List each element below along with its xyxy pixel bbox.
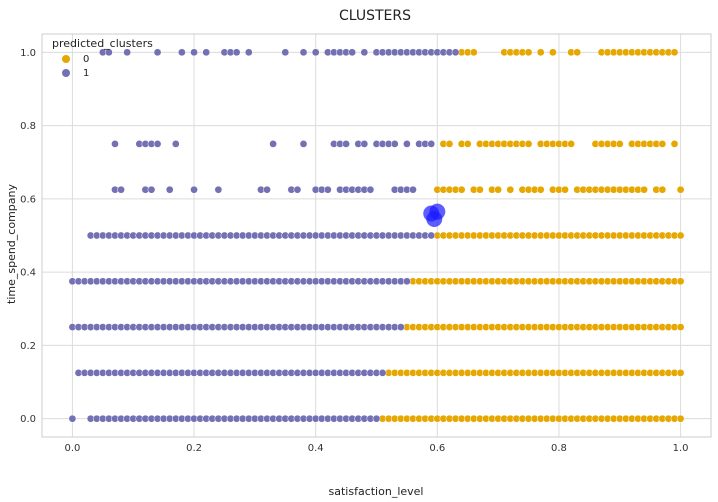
cluster-0-point xyxy=(676,231,685,240)
centroid-points xyxy=(423,203,446,228)
cluster-1-point xyxy=(427,231,436,240)
y-tick-label: 0.0 xyxy=(20,414,36,425)
cluster-0-point xyxy=(561,185,569,194)
cluster-1-point xyxy=(378,369,387,377)
cluster-0-point xyxy=(676,277,685,286)
cluster-0-point xyxy=(494,185,502,194)
cluster-1-point xyxy=(366,185,375,194)
cluster-1-point xyxy=(165,185,174,194)
cluster-1-point xyxy=(342,140,350,148)
cluster-1-point xyxy=(372,414,381,423)
cluster-0-point xyxy=(445,140,454,148)
cluster-1-point xyxy=(244,48,253,57)
cluster-0-point xyxy=(524,140,533,148)
cluster-0-point xyxy=(676,414,685,423)
legend-marker-1 xyxy=(62,69,70,77)
cluster-0-point xyxy=(536,185,545,194)
cluster-1-point xyxy=(147,185,156,194)
cluster-1-point xyxy=(153,140,162,148)
y-tick-label: 0.8 xyxy=(20,121,36,132)
cluster-1-point xyxy=(348,48,357,57)
cluster-1-point xyxy=(190,185,198,194)
y-axis-label: time_spend_company xyxy=(5,184,18,304)
cluster-1-point xyxy=(311,48,320,57)
cluster-1-point xyxy=(232,48,241,57)
legend: predicted_clusters 0 1 xyxy=(52,37,153,79)
cluster-0-point xyxy=(549,48,557,57)
legend-label-0: 0 xyxy=(83,54,89,65)
cluster-1-point xyxy=(171,140,180,148)
cluster-1-point xyxy=(427,140,436,148)
cluster-0-point xyxy=(463,140,472,148)
cluster-1-point xyxy=(269,140,277,148)
cluster-1-point xyxy=(111,140,119,148)
cluster-0-point xyxy=(476,185,484,194)
cluster-1-point xyxy=(403,277,411,286)
legend-label-1: 1 xyxy=(83,68,89,79)
y-tick-label: 1.0 xyxy=(20,48,36,59)
x-tick-label: 0.6 xyxy=(429,443,445,454)
cluster-1-point xyxy=(263,185,271,194)
x-axis-label: satisfaction_level xyxy=(329,485,424,498)
x-tick-label: 1.0 xyxy=(673,443,689,454)
legend-marker-0 xyxy=(62,55,70,63)
x-tick-label: 0.0 xyxy=(64,443,80,454)
cluster-1-point xyxy=(117,185,125,194)
cluster-0-point xyxy=(457,185,466,194)
cluster-0-point xyxy=(676,369,685,377)
cluster-1-point xyxy=(281,48,290,57)
cluster-0-point xyxy=(506,185,515,194)
cluster-1-point xyxy=(68,414,77,423)
x-tick-labels: 0.0 0.2 0.4 0.6 0.8 1.0 xyxy=(64,443,688,454)
y-tick-label: 0.6 xyxy=(20,194,36,205)
cluster-0-point xyxy=(536,48,545,57)
cluster-0-point xyxy=(670,48,679,57)
cluster-1-point xyxy=(451,48,460,57)
cluster-1-point xyxy=(202,48,211,57)
x-tick-label: 0.4 xyxy=(308,443,324,454)
chart-title: CLUSTERS xyxy=(339,8,411,24)
cluster-1-point xyxy=(153,48,162,57)
y-tick-labels: 0.0 0.2 0.4 0.6 0.8 1.0 xyxy=(20,48,36,425)
cluster-1-point xyxy=(323,185,332,194)
cluster-0-point xyxy=(573,48,582,57)
cluster-0-point xyxy=(658,140,667,148)
cluster-1-point xyxy=(214,185,223,194)
cluster-1-point xyxy=(360,140,369,148)
centroid-point xyxy=(429,203,446,220)
cluster-1-point xyxy=(123,48,131,57)
x-tick-label: 0.2 xyxy=(186,443,202,454)
x-tick-label: 0.8 xyxy=(551,443,567,454)
cluster-1-point xyxy=(299,48,308,57)
cluster-0-point xyxy=(670,140,679,148)
cluster-0-point xyxy=(567,140,575,148)
cluster-1-point xyxy=(403,140,411,148)
cluster-0-point xyxy=(524,48,533,57)
cluster-1-point xyxy=(190,48,198,57)
legend-title: predicted_clusters xyxy=(52,37,153,50)
cluster-0-point xyxy=(469,48,478,57)
cluster-0-point xyxy=(676,323,685,331)
data-points xyxy=(68,48,685,423)
cluster-0-point xyxy=(676,185,685,194)
cluster-0-point xyxy=(640,185,648,194)
cluster-1-point xyxy=(390,140,399,148)
cluster-1-point xyxy=(105,48,113,57)
y-tick-label: 0.4 xyxy=(20,268,36,279)
plot-border xyxy=(41,33,712,438)
cluster-1-point xyxy=(299,140,308,148)
cluster-0-point xyxy=(658,185,667,194)
cluster-1-point xyxy=(178,48,186,57)
y-tick-label: 0.2 xyxy=(20,341,36,352)
cluster-1-point xyxy=(360,48,369,57)
cluster-0-point xyxy=(615,140,624,148)
cluster-1-point xyxy=(409,185,417,194)
cluster-1-point xyxy=(293,185,302,194)
cluster-1-point xyxy=(396,323,405,331)
